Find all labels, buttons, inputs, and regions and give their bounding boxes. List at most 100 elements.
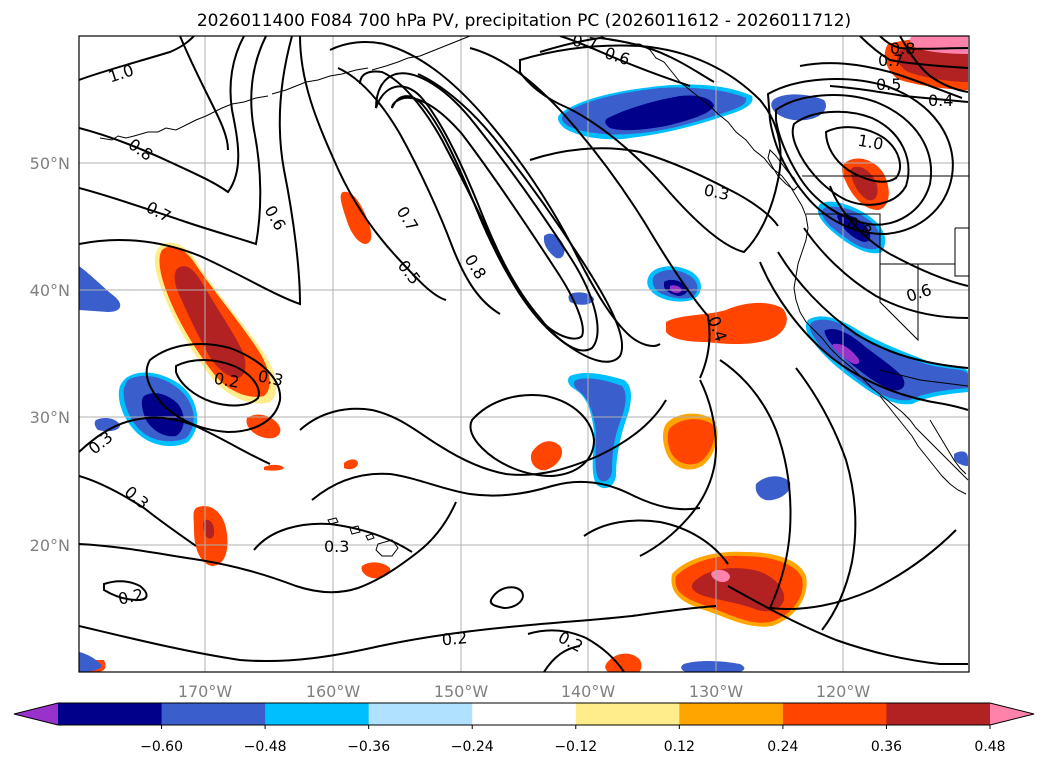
coastline-pacific-nw [793, 205, 969, 481]
colorbar-ticks: −0.60 −0.48 −0.36 −0.24 −0.12 0.12 0.24 0.36 0.4… [140, 725, 1006, 755]
border-us-mexico [879, 369, 969, 387]
lat-label-40n: 40°N [30, 281, 70, 300]
pv-contour-0-6-w [79, 36, 302, 306]
lon-label-170w: 170°W [178, 682, 233, 701]
map-title: 2026011400 F084 700 hPa PV, precipitatio… [197, 11, 851, 31]
contour-label: 0.3 [256, 366, 285, 390]
precip-blob-bottom [605, 653, 642, 672]
pv-contour-coast-0-6 [829, 185, 969, 287]
pv-contour-1-0-nw [79, 36, 195, 81]
pv-contour-0-3-sw-loop [145, 343, 282, 434]
colorbar-tick-label: 0.12 [664, 739, 695, 755]
pv-contour-0-2-south-2 [527, 629, 625, 672]
pv-contour-0-4-lower [639, 379, 718, 557]
pv-contour-0-7-mid-2 [359, 70, 624, 363]
pv-contour-ne-0-6 [766, 78, 954, 236]
pv-contour-0-6-mid-outer [329, 41, 661, 347]
colorbar-segments [58, 703, 991, 725]
pv-contour-0-7-w [79, 36, 267, 246]
precip-neg-central-band-mid [573, 378, 626, 482]
coastline-hawaii-1 [327, 517, 339, 525]
lon-label-130w: 130°W [689, 682, 744, 701]
pv-contour-0-8-mid-inner [391, 95, 584, 340]
pv-contour-0-3-w-low [79, 475, 197, 547]
coastline-bc-alaska [639, 43, 803, 207]
precip-neg-small-3 [755, 476, 791, 501]
precip-blob-sw-red [203, 519, 215, 539]
pv-contour-0-6-top [559, 36, 691, 87]
colorbar-extend-high [990, 703, 1034, 725]
precip-blob-central-orange [667, 419, 715, 465]
lat-label-20n: 20°N [30, 536, 70, 555]
precip-neg-small-5 [681, 661, 745, 672]
lon-label-140w: 140°W [561, 682, 616, 701]
pv-contour-coast-0-5 [803, 227, 969, 319]
contour-label: 0.3 [324, 537, 349, 556]
pv-contour-ne-0-7-top [859, 36, 969, 69]
latitude-labels: 50°N 40°N 30°N 20°N [30, 154, 70, 555]
coastline-hawaii-3 [365, 533, 375, 541]
pv-contour-ne-0-5 [799, 62, 963, 99]
precip-neg-small-4 [954, 451, 968, 466]
precip-neg-sw-corner [79, 652, 102, 672]
colorbar-segment [472, 703, 577, 725]
precip-blob-dateline-north [340, 191, 372, 244]
colorbar-tick-label: 0.24 [767, 739, 798, 755]
pv-contour-0-3-gulf-inner [529, 147, 779, 227]
pv-contour-0-2-sw-inner [175, 359, 260, 407]
precip-neg-w-edge [79, 266, 121, 312]
colorbar-tick-label: 0.36 [871, 739, 902, 755]
contour-label: 0.2 [116, 585, 145, 609]
coastline-hawaii-2 [349, 525, 361, 535]
colorbar-segment [368, 703, 473, 725]
precip-neg-pac-mid-purple [670, 285, 682, 293]
precip-blob-nw-band-red [174, 266, 246, 378]
pv-contour-0-3-far-east [795, 367, 857, 631]
pv-contour-0-8-mid-loop [375, 72, 599, 352]
border-us-states-2 [954, 227, 969, 277]
pv-contour-0-3-mid-low-2 [311, 472, 701, 511]
longitude-labels: 170°W 160°W 150°W 140°W 130°W 120°W [178, 682, 871, 701]
pv-contour-ne-0-5-east [899, 36, 969, 93]
contour-label: 0.4 [928, 91, 953, 110]
contour-label: 0.7 [571, 31, 599, 54]
pv-contour-0-2-small-loop [489, 586, 524, 610]
contour-label: 0.5 [876, 75, 901, 94]
precip-blob-small-2 [344, 459, 358, 470]
precip-blob-east-orange-band [666, 302, 787, 344]
pv-contour-coast-0-3 [759, 261, 969, 411]
colorbar-tick-label: −0.48 [244, 739, 287, 755]
lon-label-160w: 160°W [306, 682, 361, 701]
colorbar-segment [161, 703, 266, 725]
precip-neg-california-dark [824, 328, 905, 391]
colorbar-segment [58, 703, 163, 725]
pv-contour-ne-0-8-top [879, 36, 969, 50]
precip-neg-ne-bc [771, 94, 826, 121]
pv-contour-ne-0-8 [791, 110, 910, 206]
coastlines [99, 36, 969, 557]
colorbar-segment [886, 703, 991, 725]
map-frame [78, 35, 970, 673]
contour-label: 0.2 [212, 369, 240, 392]
lon-label-150w: 150°W [434, 682, 489, 701]
precip-blob-hawaii [361, 562, 391, 579]
coastline-aleutians-2 [271, 67, 369, 95]
colorbar-segment [265, 703, 370, 725]
precip-blob-nw-small [246, 414, 281, 439]
precip-neg-gulf-alaska-dark [605, 95, 714, 131]
colorbar-tick-label: −0.12 [554, 739, 597, 755]
colorbar: −0.60 −0.48 −0.36 −0.24 −0.12 0.12 0.24 0.36 0.4… [13, 702, 1035, 755]
contour-label: 0.8 [890, 39, 915, 58]
contour-label: 0.2 [441, 628, 468, 649]
lat-label-50n: 50°N [30, 154, 70, 173]
pv-contour-0-3-center-loop [469, 394, 596, 478]
pv-contour-ne-0-7 [775, 94, 932, 226]
colorbar-segment [679, 703, 784, 725]
precip-neg-w-subtropical-dark [141, 393, 184, 437]
pv-contour-0-2-south [79, 605, 717, 663]
precip-blob-central-small [530, 441, 563, 471]
contour-label: 0.7 [878, 51, 903, 70]
pv-contour-0-3-w-edge [79, 416, 271, 465]
contour-label: 1.0 [856, 131, 884, 154]
